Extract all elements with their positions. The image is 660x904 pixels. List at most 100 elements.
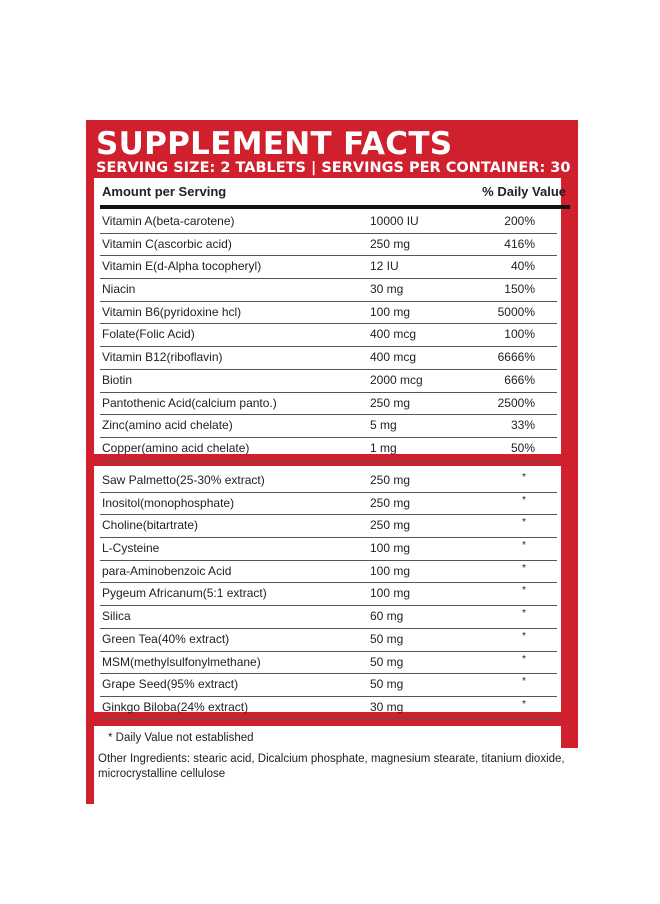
- ingredient-amount: 100 mg: [370, 541, 411, 556]
- ingredient-name: Green Tea(40% extract): [102, 631, 230, 646]
- ingredient-name: Copper(amino acid chelate): [102, 440, 250, 455]
- daily-value: 416%: [504, 236, 535, 251]
- daily-value: *: [522, 472, 526, 483]
- ingredient-name: Folate(Folic Acid): [102, 327, 195, 342]
- ingredient-amount: 250 mg: [370, 395, 411, 410]
- ingredient-amount: 2000 mcg: [370, 372, 423, 387]
- vitamins-list: Vitamin A(beta-carotene) 10000 IU 200% Vita…: [100, 211, 557, 461]
- ingredient-name: Zinc(amino acid chelate): [102, 418, 233, 433]
- ingredient-name: Grape Seed(95% extract): [102, 677, 239, 692]
- daily-value: 5000%: [497, 304, 535, 319]
- ingredient-amount: 60 mg: [370, 609, 404, 624]
- ingredient-name: Vitamin E(d-Alpha tocopheryl): [102, 259, 262, 274]
- daily-value: *: [522, 676, 526, 688]
- ingredient-name: Pantothenic Acid(calcium panto.): [102, 395, 277, 410]
- daily-value: *: [522, 494, 526, 506]
- ingredient-amount: 12 IU: [370, 259, 399, 274]
- ingredient-amount: 100 mg: [370, 563, 411, 578]
- ingredient-amount: 10000 IU: [370, 214, 419, 228]
- table-row: Zinc(amino acid chelate) 5 mg 33%: [100, 415, 557, 438]
- table-row: Grape Seed(95% extract) 50 mg *: [100, 674, 557, 697]
- table-row: Vitamin B12(riboflavin) 400 mcg 6666%: [100, 347, 557, 370]
- ingredient-amount: 250 mg: [370, 473, 411, 487]
- daily-value: 40%: [510, 259, 535, 274]
- table-row: MSM(methylsulfonylmethane) 50 mg *: [100, 652, 557, 675]
- table-row: Vitamin A(beta-carotene) 10000 IU 200%: [100, 211, 557, 234]
- ingredient-amount: 50 mg: [370, 631, 404, 646]
- daily-value: 2500%: [497, 395, 535, 410]
- table-row: L-Cysteine 100 mg *: [100, 538, 557, 561]
- table-header: Amount per Serving % Daily Value: [102, 184, 566, 204]
- ingredient-amount: 250 mg: [370, 236, 411, 251]
- daily-value: *: [522, 540, 526, 552]
- table-row: Biotin 2000 mcg 666%: [100, 370, 557, 393]
- daily-value: 50%: [510, 440, 535, 455]
- daily-value: 666%: [504, 372, 535, 387]
- ingredient-amount: 400 mcg: [370, 350, 417, 365]
- serving-info: SERVING SIZE: 2 TABLETS | SERVINGS PER C…: [96, 160, 571, 176]
- daily-value: 6666%: [497, 350, 535, 365]
- ingredient-name: Silica: [102, 609, 131, 624]
- table-row: Green Tea(40% extract) 50 mg *: [100, 629, 557, 652]
- amount-per-serving-label: Amount per Serving: [102, 184, 227, 199]
- ingredient-amount: 30 mg: [370, 282, 404, 297]
- ingredient-amount: 250 mg: [370, 495, 411, 510]
- table-row: Choline(bitartrate) 250 mg *: [100, 515, 557, 539]
- ingredient-amount: 400 mcg: [370, 327, 417, 342]
- daily-value: 150%: [504, 282, 535, 297]
- ingredient-amount: 50 mg: [370, 677, 404, 692]
- ingredient-name: L-Cysteine: [102, 541, 160, 556]
- daily-value: 100%: [504, 327, 535, 342]
- daily-value: *: [522, 630, 526, 642]
- header-divider: [100, 205, 570, 209]
- daily-value-label: % Daily Value: [482, 184, 566, 199]
- ingredient-amount: 100 mg: [370, 586, 411, 601]
- daily-value: *: [522, 608, 526, 620]
- ingredient-name: Saw Palmetto(25-30% extract): [102, 473, 265, 487]
- ingredient-name: Pygeum Africanum(5:1 extract): [102, 586, 267, 601]
- table-row: Saw Palmetto(25-30% extract) 250 mg *: [100, 470, 557, 493]
- table-row: Vitamin B6(pyridoxine hcl) 100 mg 5000%: [100, 302, 557, 325]
- ingredient-name: Biotin: [102, 372, 133, 387]
- table-row: Copper(amino acid chelate) 1 mg 50%: [100, 438, 557, 461]
- ingredient-name: Inositol(monophosphate): [102, 495, 235, 510]
- other-ingredients-box: Other Ingredients: stearic acid, Dicalci…: [94, 748, 578, 804]
- others-box: Saw Palmetto(25-30% extract) 250 mg * Inosi…: [94, 466, 561, 720]
- others-list: Saw Palmetto(25-30% extract) 250 mg * Inosi…: [100, 470, 557, 720]
- table-row: Inositol(monophosphate) 250 mg *: [100, 493, 557, 516]
- table-row: Vitamin C(ascorbic acid) 250 mg 416%: [100, 234, 557, 257]
- table-row: para-Aminobenzoic Acid 100 mg *: [100, 561, 557, 584]
- daily-value: *: [522, 585, 526, 597]
- ingredient-name: Vitamin C(ascorbic acid): [102, 236, 232, 251]
- ingredient-name: Niacin: [102, 282, 136, 297]
- other-ingredients: Other Ingredients: stearic acid, Dicalci…: [98, 753, 565, 780]
- ingredient-amount: 100 mg: [370, 304, 411, 319]
- ingredient-amount: 250 mg: [370, 518, 411, 533]
- table-row: Vitamin E(d-Alpha tocopheryl) 12 IU 40%: [100, 256, 557, 280]
- daily-value: 33%: [510, 418, 535, 433]
- ingredient-amount: 30 mg: [370, 699, 404, 714]
- footnote: * Daily Value not established: [108, 732, 254, 744]
- vitamins-box: Amount per Serving % Daily Value Vitamin…: [94, 178, 570, 461]
- daily-value: *: [522, 562, 526, 574]
- daily-value: *: [522, 698, 526, 710]
- panel-title: SUPPLEMENT FACTS: [96, 126, 453, 162]
- daily-value: *: [522, 653, 526, 665]
- table-row: Pantothenic Acid(calcium panto.) 250 mg 25…: [100, 393, 557, 416]
- ingredient-name: Choline(bitartrate): [102, 518, 199, 533]
- ingredient-name: Vitamin B12(riboflavin): [102, 350, 223, 365]
- ingredient-amount: 50 mg: [370, 654, 404, 669]
- table-row: Ginkgo Biloba(24% extract) 30 mg *: [100, 697, 557, 720]
- daily-value: 200%: [504, 214, 535, 228]
- table-row: Silica 60 mg *: [100, 606, 557, 629]
- table-row: Niacin 30 mg 150%: [100, 279, 557, 302]
- ingredient-name: MSM(methylsulfonylmethane): [102, 654, 261, 669]
- table-row: Pygeum Africanum(5:1 extract) 100 mg *: [100, 583, 557, 607]
- table-row: Folate(Folic Acid) 400 mcg 100%: [100, 324, 557, 348]
- ingredient-name: Ginkgo Biloba(24% extract): [102, 699, 249, 714]
- ingredient-amount: 5 mg: [370, 418, 397, 433]
- supplement-facts-panel: SUPPLEMENT FACTS SERVING SIZE: 2 TABLETS…: [86, 120, 578, 804]
- daily-value: *: [522, 517, 526, 529]
- ingredient-amount: 1 mg: [370, 440, 397, 455]
- ingredient-name: para-Aminobenzoic Acid: [102, 563, 232, 578]
